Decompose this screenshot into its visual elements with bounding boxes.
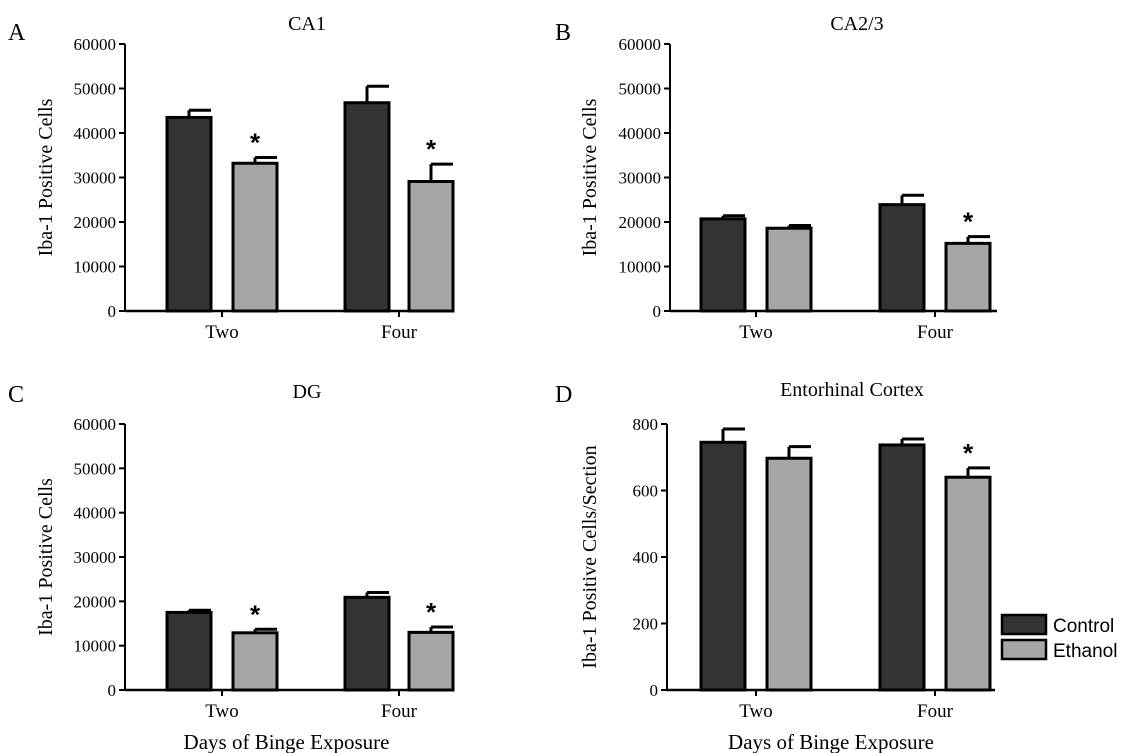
- bar-control: [343, 101, 391, 313]
- significance-asterisk: *: [250, 127, 261, 157]
- panel-letter: D: [555, 382, 572, 408]
- legend-label-control: Control: [1053, 616, 1114, 637]
- x-tick-label: Four: [917, 322, 954, 343]
- panel-letter: B: [555, 20, 571, 46]
- x-tick-label: Four: [917, 701, 954, 722]
- chart-title: CA1: [288, 13, 326, 35]
- y-tick-label: 200: [633, 615, 659, 634]
- x-axis-label: Days of Binge Exposure: [728, 730, 934, 753]
- legend-label-ethanol: Ethanol: [1053, 641, 1117, 662]
- bar-ethanol: [944, 241, 992, 313]
- y-tick-label: 30000: [74, 548, 117, 567]
- y-tick-label: 0: [650, 681, 659, 700]
- y-tick-label: 30000: [619, 169, 662, 188]
- x-tick-label: Two: [739, 701, 773, 722]
- y-tick-label: 60000: [74, 35, 117, 54]
- y-axis-label: Iba-1 Positive Cells: [35, 98, 57, 256]
- y-axis-label: Iba-1 Positive Cells: [579, 98, 601, 256]
- x-tick-label: Four: [381, 701, 418, 722]
- y-tick-label: 800: [633, 415, 659, 434]
- x-tick-label: Two: [205, 322, 239, 343]
- y-tick-label: 60000: [74, 415, 117, 434]
- y-tick-label: 40000: [74, 504, 117, 523]
- bar-ethanol: [407, 630, 455, 692]
- bar-ethanol: [765, 456, 813, 692]
- significance-asterisk: *: [426, 597, 437, 627]
- y-tick-label: 60000: [619, 35, 662, 54]
- significance-asterisk: *: [250, 599, 261, 629]
- y-axis-label: Iba-1 Positive Cells/Section: [579, 445, 601, 668]
- y-tick-label: 40000: [74, 124, 117, 143]
- y-tick-label: 30000: [74, 169, 117, 188]
- y-tick-label: 10000: [619, 258, 662, 277]
- y-tick-label: 50000: [74, 459, 117, 478]
- chart-title: Entorhinal Cortex: [780, 379, 924, 401]
- y-tick-label: 400: [633, 548, 659, 567]
- legend-swatch-ethanol: [1000, 638, 1048, 661]
- x-axis-label: Days of Binge Exposure: [184, 730, 390, 753]
- x-tick-label: Four: [381, 322, 418, 343]
- y-tick-label: 50000: [619, 80, 662, 99]
- y-tick-label: 20000: [74, 592, 117, 611]
- y-axis-label: Iba-1 Positive Cells: [35, 478, 57, 636]
- y-tick-label: 0: [108, 302, 117, 321]
- y-tick-label: 20000: [74, 213, 117, 232]
- bar-control: [699, 440, 747, 692]
- x-tick-label: Two: [739, 322, 773, 343]
- bar-ethanol: [231, 631, 279, 692]
- bar-control: [878, 203, 926, 313]
- panel-letter: A: [8, 20, 26, 46]
- y-tick-label: 0: [653, 302, 662, 321]
- bar-control: [165, 115, 213, 313]
- chart-title: CA2/3: [830, 13, 883, 35]
- chart-title: DG: [293, 381, 322, 403]
- bar-ethanol: [944, 475, 992, 692]
- significance-asterisk: *: [963, 207, 974, 237]
- bar-ethanol: [765, 226, 813, 313]
- bar-ethanol: [231, 161, 279, 313]
- significance-asterisk: *: [963, 438, 974, 468]
- bar-control: [343, 595, 391, 692]
- x-tick-label: Two: [205, 701, 239, 722]
- bar-control: [165, 610, 213, 692]
- y-tick-label: 0: [108, 681, 117, 700]
- y-tick-label: 50000: [74, 80, 117, 99]
- legend-swatch-control: [1000, 613, 1048, 636]
- bar-control: [699, 217, 747, 313]
- y-tick-label: 40000: [619, 124, 662, 143]
- panel-letter: C: [8, 382, 24, 408]
- y-tick-label: 10000: [74, 258, 117, 277]
- bar-control: [878, 443, 926, 692]
- significance-asterisk: *: [426, 134, 437, 164]
- y-tick-label: 600: [633, 482, 659, 501]
- y-tick-label: 10000: [74, 637, 117, 656]
- y-tick-label: 20000: [619, 213, 662, 232]
- bar-ethanol: [407, 180, 455, 313]
